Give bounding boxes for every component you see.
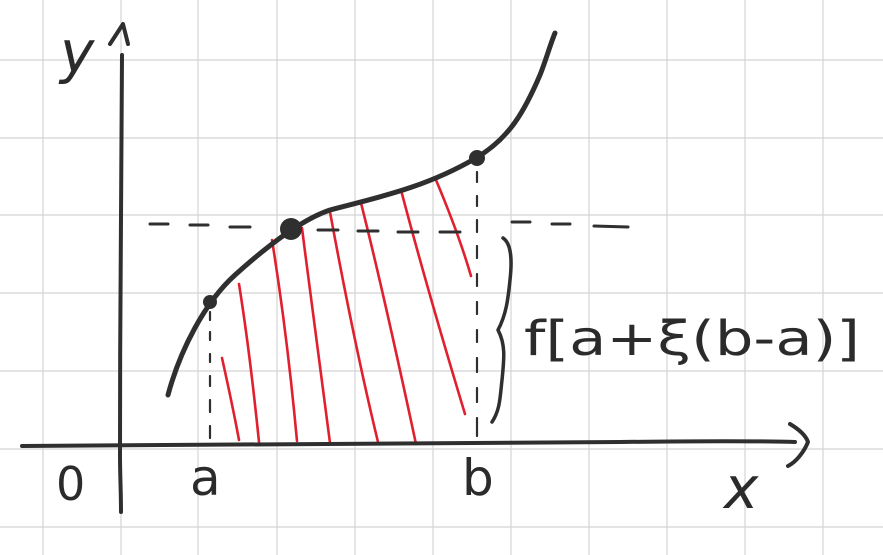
point-b-label: b [462, 449, 494, 507]
mean-height-label: f[a+ξ(b-a)] [524, 311, 860, 367]
y-axis-line [118, 53, 124, 514]
area-hatching [220, 178, 473, 446]
x-axis-label: x [722, 454, 759, 522]
origin-label: 0 [56, 457, 85, 511]
point-a-marker [203, 295, 217, 309]
point-a-label: a [190, 449, 221, 507]
x-axis-arrow-icon [786, 422, 810, 468]
x-axis-line [20, 439, 797, 448]
point-b-marker [469, 150, 485, 166]
height-brace [490, 236, 513, 424]
mean-value-dashed-line [148, 220, 630, 234]
y-axis-label: y [58, 18, 95, 86]
y-axis-arrow-icon [108, 22, 130, 46]
mean-value-point-marker [280, 218, 302, 240]
function-curve [165, 30, 558, 398]
